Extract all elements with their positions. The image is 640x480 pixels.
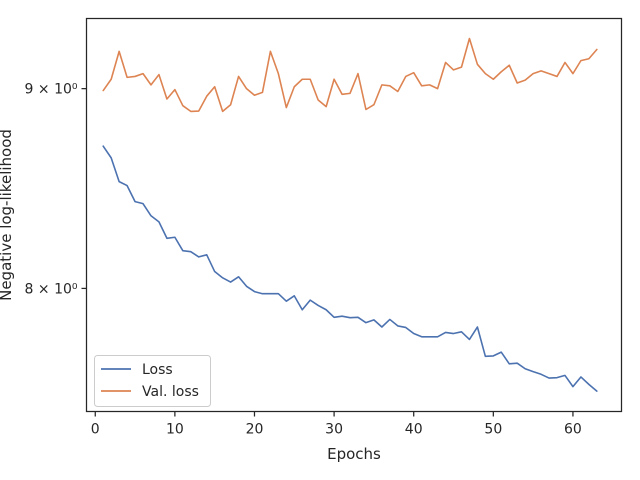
- series-layer: [102, 37, 598, 392]
- x-axis-title: Epochs: [327, 445, 381, 463]
- x-tick-label: 50: [484, 422, 502, 438]
- x-tick-label: 40: [405, 422, 423, 438]
- y-axis-title: Negative log-likelihood: [0, 129, 15, 301]
- x-tick-label: 0: [91, 422, 100, 438]
- y-axis: 8 × 10⁰ 9 × 10⁰: [25, 82, 87, 297]
- plot-area: [85, 17, 623, 413]
- x-tick-label: 10: [166, 422, 184, 438]
- y-tick-label: 9 × 10⁰: [25, 82, 78, 98]
- y-tick-label: 8 × 10⁰: [25, 281, 78, 297]
- x-tick-label: 30: [325, 422, 343, 438]
- x-tick-label: 20: [246, 422, 264, 438]
- series-line-loss: [102, 145, 598, 392]
- series-line-val-loss: [102, 37, 598, 113]
- legend-label: Loss: [142, 362, 173, 378]
- x-tick-label: 60: [564, 422, 582, 438]
- x-axis: 0 10 20 30 40 50 60: [91, 411, 582, 438]
- legend-label: Val. loss: [142, 384, 199, 400]
- legend: Loss Val. loss: [94, 355, 211, 407]
